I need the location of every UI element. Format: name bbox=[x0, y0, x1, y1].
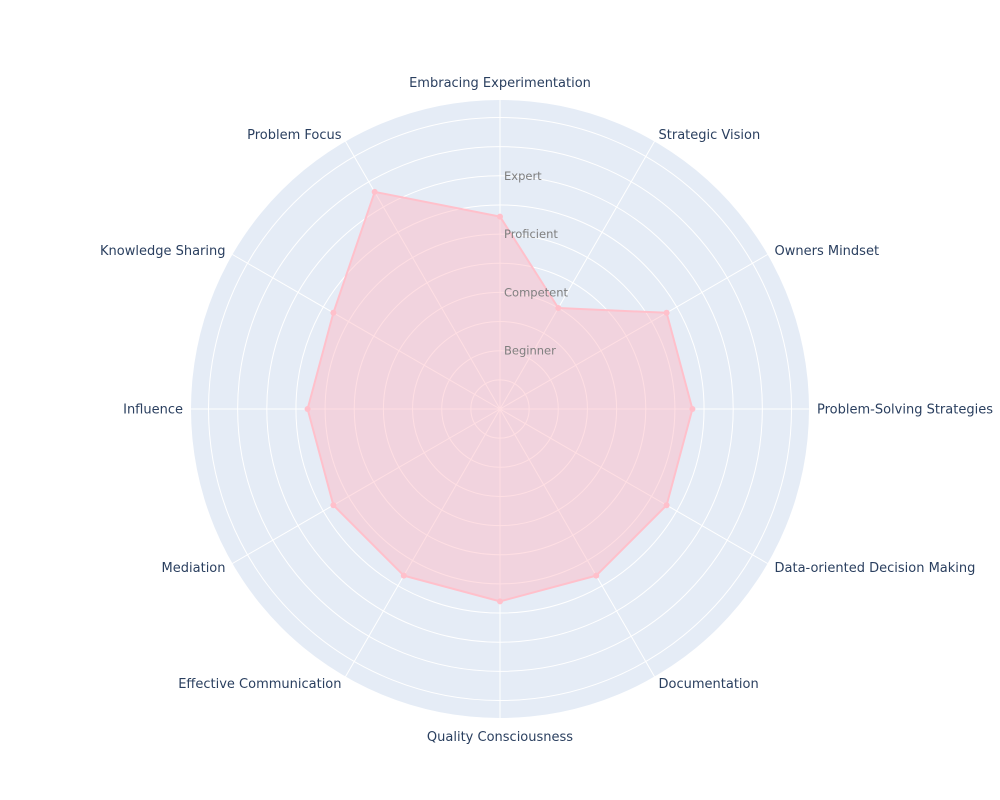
angular-grid-line bbox=[499, 408, 655, 677]
category-label: Data-oriented Decision Making bbox=[775, 561, 976, 576]
series-point bbox=[371, 188, 378, 195]
category-label: Knowledge Sharing bbox=[100, 244, 226, 259]
category-label: Problem Focus bbox=[247, 128, 342, 143]
series-point bbox=[497, 598, 503, 605]
angular-grid-line bbox=[345, 141, 501, 410]
category-label: Strategic Vision bbox=[659, 128, 761, 143]
series-point bbox=[663, 309, 670, 316]
category-label: Mediation bbox=[162, 561, 226, 576]
series-point bbox=[330, 502, 337, 509]
series-point bbox=[304, 406, 311, 412]
angular-grid-line bbox=[499, 254, 768, 410]
radial-tick-label: Beginner bbox=[504, 344, 556, 358]
angular-grid-line bbox=[345, 408, 501, 677]
category-label: Quality Consciousness bbox=[427, 730, 573, 745]
series-point bbox=[555, 305, 562, 312]
series-point bbox=[593, 572, 600, 579]
angular-grid-line bbox=[232, 408, 501, 564]
category-label: Owners Mindset bbox=[775, 244, 880, 259]
radial-tick-label: Competent bbox=[504, 285, 569, 299]
angular-grid-line bbox=[499, 408, 768, 564]
category-label: Embracing Experimentation bbox=[409, 76, 591, 91]
radial-tick-label: Expert bbox=[504, 169, 542, 183]
radial-tick-label: Proficient bbox=[504, 227, 558, 241]
series-point bbox=[330, 309, 337, 316]
category-label: Problem-Solving Strategies bbox=[817, 403, 993, 418]
series-point bbox=[689, 406, 696, 412]
series-point bbox=[497, 213, 503, 220]
category-label: Influence bbox=[123, 403, 183, 418]
angular-grid-line bbox=[232, 254, 501, 410]
category-label: Documentation bbox=[659, 677, 759, 692]
series-point bbox=[663, 502, 670, 509]
category-label: Effective Communication bbox=[178, 677, 341, 692]
angular-grid-line bbox=[499, 141, 655, 410]
series-point bbox=[400, 572, 407, 579]
